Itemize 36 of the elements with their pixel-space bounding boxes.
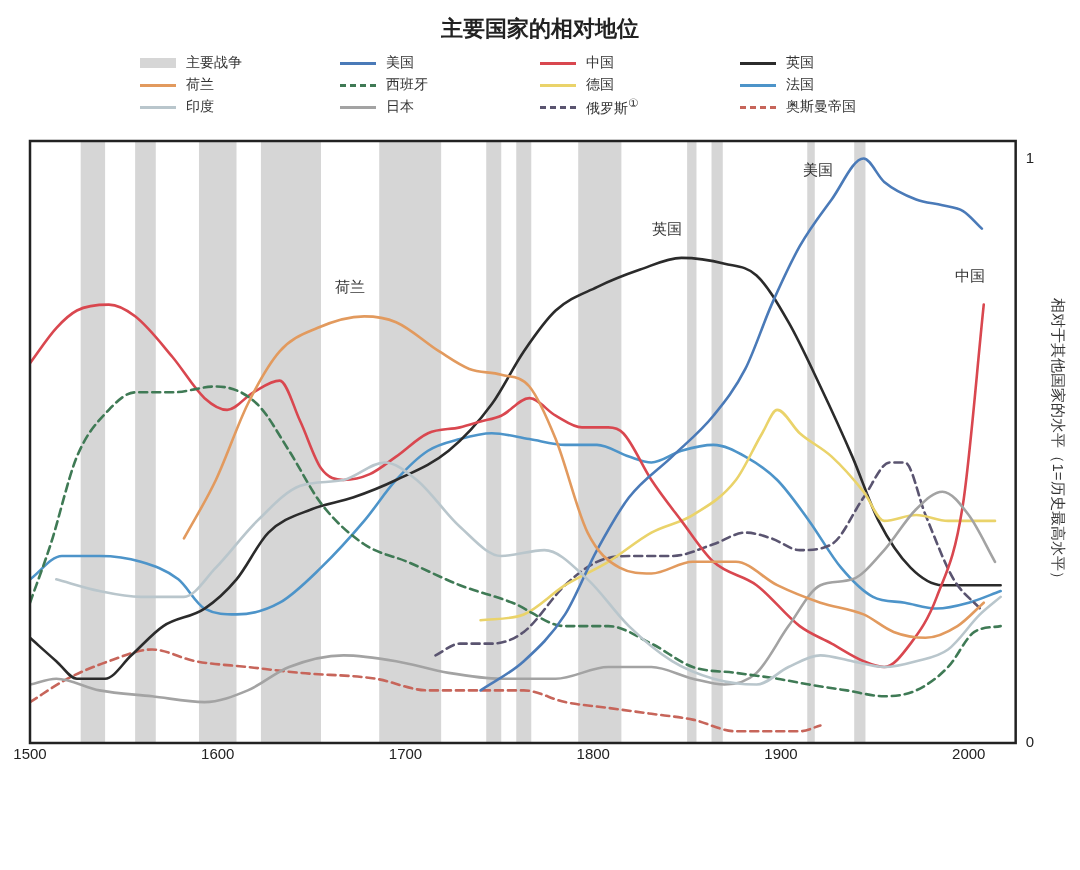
annotation: 英国 (652, 219, 683, 238)
line-series (434, 461, 982, 657)
legend-label: 主要战争 (186, 54, 242, 72)
legend-label: 中国 (586, 54, 614, 72)
x-tick-label: 1500 (13, 745, 47, 763)
x-tick-label: 1600 (201, 745, 235, 763)
x-tick-label: 1800 (576, 745, 610, 763)
annotation: 中国 (954, 266, 985, 285)
x-tick-label: 1700 (388, 745, 423, 763)
legend-label: 奥斯曼帝国 (786, 98, 856, 116)
line-series (54, 461, 1002, 686)
line-series (30, 648, 822, 733)
line-series (30, 303, 986, 669)
annotation: 美国 (802, 161, 833, 180)
legend-label: 英国 (786, 54, 814, 72)
legend-label: 荷兰 (186, 76, 214, 94)
line-series (479, 408, 997, 622)
annotation: 荷兰 (335, 278, 366, 297)
legend-label: 法国 (786, 76, 814, 94)
line-series (30, 385, 1002, 698)
line-series (182, 315, 986, 640)
y-axis-title: 相对于其他国家的水平（1=历史最高水平） (1049, 298, 1067, 586)
line-series (479, 157, 984, 692)
legend-label: 日本 (386, 98, 414, 116)
line-series (30, 431, 1002, 616)
legend-label: 美国 (386, 54, 414, 72)
legend-label: 西班牙 (386, 76, 428, 94)
chart-title: 主要国家的相对地位 (440, 15, 640, 43)
x-tick-label: 2000 (952, 745, 986, 763)
x-tick-label: 1900 (764, 745, 798, 763)
legend-label: 德国 (586, 76, 614, 94)
legend-label: 印度 (186, 98, 214, 116)
y-tick-label: 0 (1025, 733, 1034, 751)
line-series (30, 490, 997, 704)
y-tick-label: 1 (1025, 148, 1034, 166)
legend-label: 俄罗斯$^{①}$ (586, 96, 639, 118)
